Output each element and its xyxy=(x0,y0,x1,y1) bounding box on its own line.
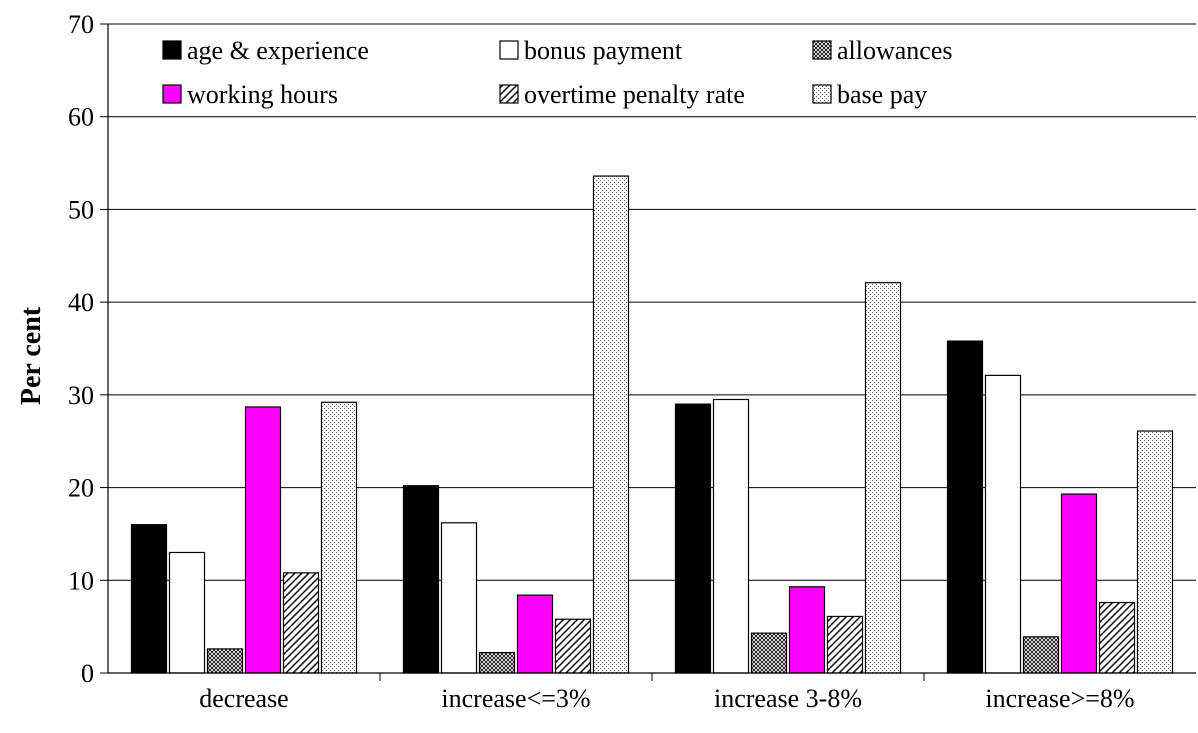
legend-entry: age & experience xyxy=(187,36,369,65)
legend: age & experience bonus payment allowances w… xyxy=(162,36,953,109)
legend-swatch xyxy=(162,84,182,104)
bar-1-4 xyxy=(946,340,984,674)
bar-4-3 xyxy=(788,586,826,674)
y-tick-label: 30 xyxy=(68,381,94,410)
y-axis-label: Per cent xyxy=(16,306,47,405)
bar-4-2 xyxy=(516,594,554,674)
x-category-label: increase 3-8% xyxy=(714,684,862,713)
legend-entry: bonus payment xyxy=(524,36,683,65)
bar-3-1 xyxy=(206,648,244,674)
x-category-label: increase>=8% xyxy=(985,684,1134,713)
y-tick-label: 0 xyxy=(81,659,94,688)
bar-5-4 xyxy=(1098,601,1136,674)
legend-entry: allowances xyxy=(837,36,953,65)
x-category-label: decrease xyxy=(199,684,288,713)
bar-4-1 xyxy=(244,406,282,674)
y-tick-label: 40 xyxy=(68,288,94,317)
bar-6-3 xyxy=(864,282,902,674)
legend-swatch xyxy=(812,40,832,60)
legend-swatch xyxy=(499,84,519,104)
bar-2-4 xyxy=(984,374,1022,674)
bars xyxy=(130,175,1174,674)
bar-4-4 xyxy=(1060,493,1098,674)
bar-2-2 xyxy=(440,522,478,674)
bar-5-1 xyxy=(282,572,320,674)
bar-5-3 xyxy=(826,615,864,674)
y-tick-label: 50 xyxy=(68,195,94,224)
bar-6-1 xyxy=(320,401,358,674)
y-tick-label: 60 xyxy=(68,103,94,132)
x-category-labels: decrease increase<=3% increase 3-8% increas… xyxy=(199,684,1134,713)
bar-6-2 xyxy=(592,175,630,674)
bar-3-4 xyxy=(1022,636,1060,674)
x-category-label: increase<=3% xyxy=(441,684,590,713)
legend-entry: overtime penalty rate xyxy=(524,80,745,109)
bar-3-3 xyxy=(750,632,788,674)
y-tick-label: 20 xyxy=(68,474,94,503)
bar-2-3 xyxy=(712,398,750,674)
bar-2-1 xyxy=(168,551,206,674)
bar-1-3 xyxy=(674,403,712,674)
bar-5-2 xyxy=(554,618,592,674)
legend-swatch xyxy=(162,40,182,60)
bar-6-4 xyxy=(1136,430,1174,674)
legend-entry: working hours xyxy=(187,80,338,109)
legend-swatch xyxy=(812,84,832,104)
axes xyxy=(100,23,1196,681)
bar-1-2 xyxy=(402,485,440,674)
gridlines xyxy=(108,23,1196,581)
legend-swatch xyxy=(499,40,519,60)
y-tick-labels: 0 10 20 30 40 50 60 70 xyxy=(68,10,94,688)
bar-1-1 xyxy=(130,524,168,674)
bar-3-2 xyxy=(478,652,516,674)
y-tick-label: 10 xyxy=(68,566,94,595)
legend-entry: base pay xyxy=(837,80,927,109)
y-tick-label: 70 xyxy=(68,10,94,39)
